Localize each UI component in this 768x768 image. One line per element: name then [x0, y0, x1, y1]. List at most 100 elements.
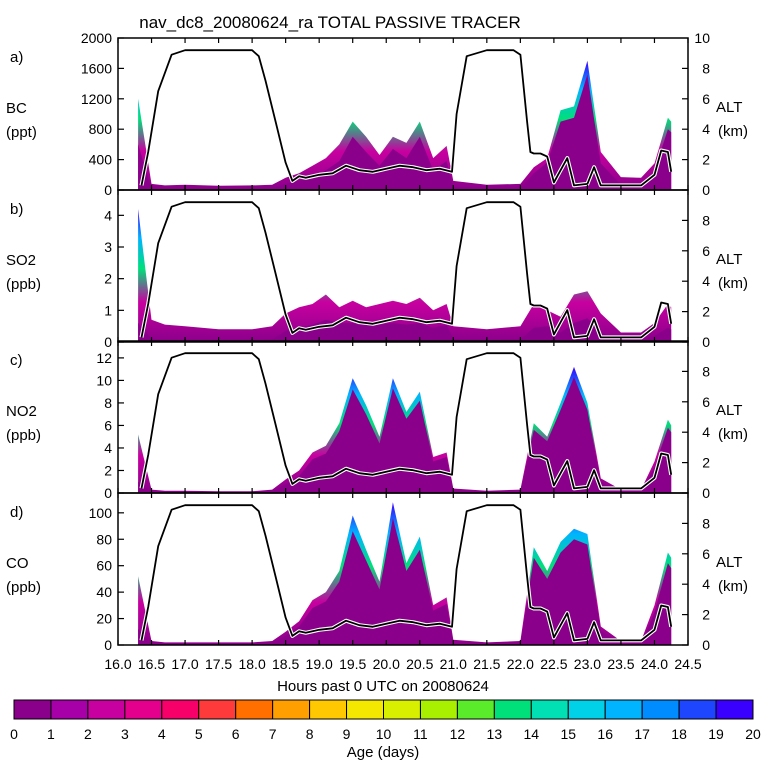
units-label: (ppb) — [6, 276, 41, 293]
panel-co: 0 20 40 60 80 100 0 2 4 6 8 d) CO (ppb) ALT (km) — [6, 492, 748, 653]
y-tick-label: 4 — [104, 440, 112, 456]
colorbar-tick-label: 10 — [376, 726, 392, 742]
colorbar-tick-label: 9 — [343, 726, 351, 742]
x-tick-label: 16.5 — [138, 656, 165, 672]
x-tick-label: 22.5 — [540, 656, 567, 672]
altitude-line — [140, 504, 673, 642]
y-tick-label: 0 — [104, 637, 112, 653]
tracer-area-young — [138, 318, 672, 342]
alt-tick-label: 6 — [702, 546, 710, 562]
y-tick-label: 400 — [89, 152, 113, 168]
y-tick-label: 0 — [104, 182, 112, 198]
y-tick-label: 2000 — [81, 30, 112, 46]
colorbar-swatch — [161, 699, 200, 720]
y-tick-label: 0 — [104, 334, 112, 350]
y-tick-label: 0 — [104, 485, 112, 501]
colorbar-swatch — [346, 699, 384, 720]
y-tick-label: 1600 — [81, 60, 112, 76]
alt-tick-label: 2 — [702, 152, 710, 168]
colorbar-swatch — [493, 699, 532, 720]
colorbar-label: Age (days) — [347, 744, 420, 761]
colorbar-tick-label: 15 — [560, 726, 576, 742]
colorbar-swatch — [456, 699, 495, 720]
species-label: CO — [6, 555, 29, 572]
x-tick-label: 21.5 — [473, 656, 500, 672]
y-tick-label: 40 — [96, 584, 112, 600]
species-label: NO2 — [6, 403, 37, 420]
alt-tick-label: 4 — [702, 273, 710, 289]
y-tick-label: 1 — [104, 302, 112, 318]
panel-bc: 0 400 800 1200 1600 2000 0 2 4 6 8 10 a) BC (ppt) ALT (k… — [6, 30, 748, 198]
y-tick-label: 8 — [104, 395, 112, 411]
colorbar-tick-label: 6 — [232, 726, 240, 742]
x-tick-label: 20.0 — [373, 656, 400, 672]
alt-units-label: (km) — [718, 275, 748, 292]
y-tick-label: 2 — [104, 271, 112, 287]
panel-so2: 0 1 2 3 4 0 2 4 6 8 b) SO2 (ppb) ALT (km) — [6, 189, 748, 350]
y-tick-label: 3 — [104, 239, 112, 255]
panels-group: 04008001200160020000246810a)BC(ppt)ALT(k… — [6, 30, 748, 672]
tracer-area-total — [138, 209, 672, 342]
panel-frame — [117, 189, 689, 343]
colorbar-swatch — [530, 699, 569, 720]
alt-tick-label: 4 — [702, 576, 710, 592]
y-tick-label: 12 — [96, 350, 112, 366]
colorbar-tick-label: 20 — [745, 726, 761, 742]
y-tick-label: 2 — [104, 462, 112, 478]
panel-letter: a) — [10, 49, 23, 66]
x-tick-label: 23.5 — [607, 656, 634, 672]
colorbar-swatch — [567, 699, 606, 720]
chart-title: nav_dc8_20080624_ra TOTAL PASSIVE TRACER — [139, 13, 520, 32]
colorbar-tick-label: 11 — [413, 726, 428, 742]
colorbar-swatch — [13, 699, 52, 720]
x-tick-label: 18.5 — [272, 656, 299, 672]
x-tick-label: 24.0 — [641, 656, 668, 672]
altitude-line — [140, 49, 673, 187]
colorbar-tick-label: 7 — [269, 726, 277, 742]
colorbar-tick-label: 14 — [524, 726, 540, 742]
y-tick-label: 10 — [96, 372, 112, 388]
x-tick-label: 24.5 — [674, 656, 701, 672]
altitude-line — [140, 352, 673, 490]
x-tick-label: 19.5 — [339, 656, 366, 672]
alt-axis-label: ALT — [716, 99, 742, 116]
species-label: SO2 — [6, 252, 36, 269]
alt-units-label: (km) — [718, 426, 748, 443]
colorbar-tick-label: 8 — [306, 726, 314, 742]
colorbar-swatch — [50, 699, 89, 720]
units-label: (ppb) — [6, 427, 41, 444]
alt-tick-label: 2 — [702, 304, 710, 320]
alt-tick-label: 0 — [702, 637, 710, 653]
colorbar-tick-label: 13 — [487, 726, 503, 742]
y-tick-label: 4 — [104, 207, 112, 223]
colorbar-tick-label: 12 — [450, 726, 466, 742]
panel-letter: d) — [10, 504, 23, 521]
colorbar-swatch — [87, 699, 126, 720]
units-label: (ppb) — [6, 579, 41, 596]
panel-frame — [117, 492, 689, 646]
alt-tick-label: 6 — [702, 394, 710, 410]
alt-units-label: (km) — [718, 578, 748, 595]
x-axis-label: Hours past 0 UTC on 20080624 — [277, 678, 489, 695]
colorbar-swatch — [198, 699, 237, 720]
species-label: BC — [6, 100, 27, 117]
y-tick-label: 6 — [104, 417, 112, 433]
y-tick-label: 1200 — [81, 91, 112, 107]
alt-tick-label: 4 — [702, 424, 710, 440]
panel-no2: 0 2 4 6 8 10 12 0 2 4 6 8 c) NO2 (ppb) ALT (km) — [6, 340, 748, 501]
colorbar-tick-label: 0 — [10, 726, 18, 742]
alt-tick-label: 0 — [702, 485, 710, 501]
colorbar-tick-label: 3 — [121, 726, 129, 742]
alt-tick-label: 0 — [702, 182, 710, 198]
alt-units-label: (km) — [718, 123, 748, 140]
alt-tick-label: 8 — [702, 60, 710, 76]
x-tick-label: 20.5 — [406, 656, 433, 672]
colorbar-swatch — [715, 699, 754, 720]
tracer-area-young — [138, 518, 672, 645]
colorbar-swatch — [309, 699, 348, 720]
y-tick-label: 100 — [89, 505, 113, 521]
tracer-area-young — [138, 377, 672, 493]
y-tick-label: 60 — [96, 558, 112, 574]
units-label: (ppt) — [6, 124, 37, 141]
y-tick-label: 80 — [96, 531, 112, 547]
